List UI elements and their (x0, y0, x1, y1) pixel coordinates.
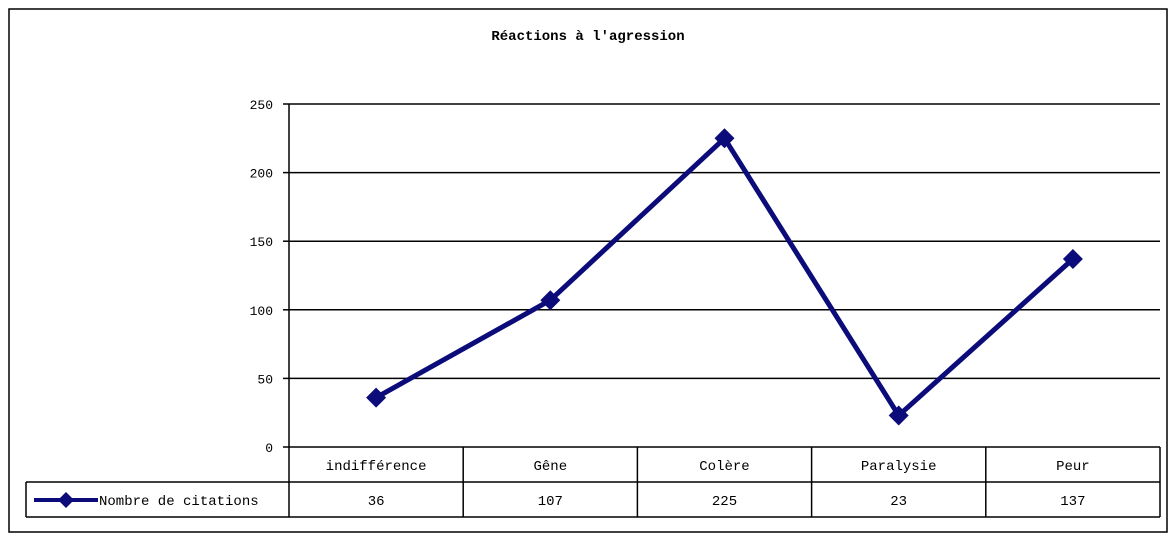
x-category-label: Peur (1056, 459, 1090, 475)
legend-marker (58, 492, 74, 508)
series-group (366, 128, 1083, 426)
data-table: indifférence Gêne Colère Paralysie Peur 36 107… (25, 446, 1161, 518)
y-tick-label: 250 (250, 98, 273, 113)
chart-title: Réactions à l'agression (491, 29, 684, 45)
x-category-label: Colère (699, 459, 749, 475)
data-point-marker (366, 387, 387, 408)
legend-label: Nombre de citations (99, 494, 259, 510)
x-category-label: Gêne (533, 459, 567, 475)
chart-border (8, 8, 1168, 533)
x-category-label: indifférence (326, 459, 427, 475)
y-tick-label: 150 (250, 235, 273, 250)
y-tick-label: 50 (257, 372, 273, 387)
data-table-value: 36 (368, 494, 385, 510)
data-point-marker (714, 128, 735, 149)
x-category-label: Paralysie (861, 459, 937, 475)
data-table-value: 107 (538, 494, 563, 510)
data-table-value: 225 (712, 494, 737, 510)
y-axis-ticks: 0 50 100 150 200 250 (250, 98, 290, 456)
data-point-marker (540, 290, 561, 311)
data-point-marker (1062, 249, 1083, 270)
y-tick-label: 0 (265, 441, 273, 456)
data-point-marker (888, 405, 909, 426)
data-table-value: 23 (890, 494, 907, 510)
y-tick-label: 200 (250, 167, 273, 182)
data-table-value: 137 (1060, 494, 1085, 510)
y-tick-label: 100 (250, 304, 273, 319)
